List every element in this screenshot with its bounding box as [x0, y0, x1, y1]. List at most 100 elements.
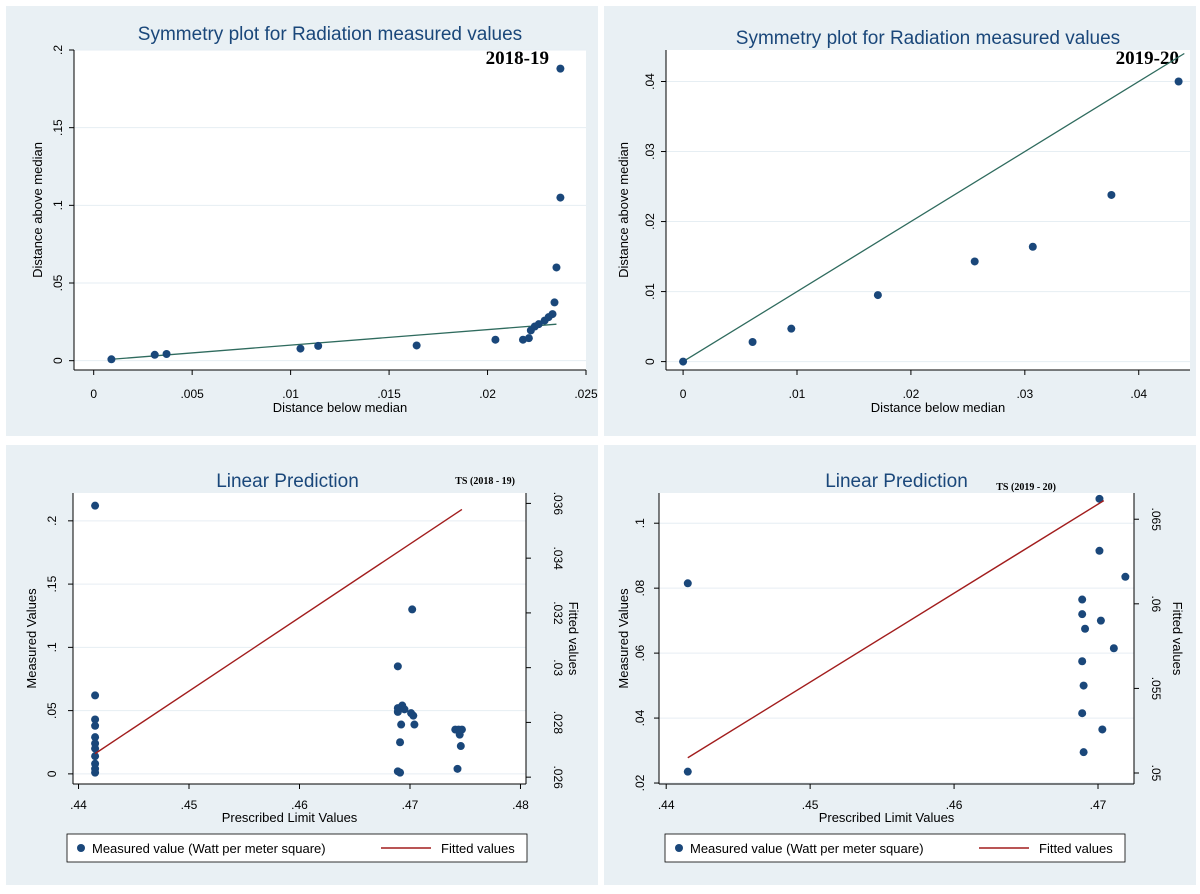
- y2-tick-label: .028: [551, 711, 565, 735]
- data-point: [787, 324, 796, 333]
- x-tick-label: .44: [70, 798, 87, 812]
- x-tick-label: 0: [90, 387, 97, 401]
- legend-label-fitted: Fitted values: [441, 841, 515, 856]
- data-point: [410, 720, 419, 729]
- y-tick-label: .03: [643, 143, 657, 160]
- data-point: [314, 341, 323, 350]
- data-point: [524, 334, 533, 343]
- data-point: [683, 579, 692, 588]
- plot-region: [73, 493, 526, 784]
- plot-region: [74, 50, 586, 370]
- y-tick-label: .1: [51, 200, 65, 210]
- fitted-line: [94, 508, 463, 755]
- chart-title: Linear Prediction: [216, 471, 359, 492]
- data-point: [1109, 644, 1118, 653]
- data-point: [91, 744, 100, 753]
- data-point: [1078, 657, 1087, 666]
- data-point: [393, 662, 402, 671]
- y-axis-label: Measured Values: [24, 588, 39, 689]
- y-tick-label: .15: [45, 575, 59, 592]
- x-tick-label: .03: [1016, 387, 1033, 401]
- data-point: [970, 257, 979, 266]
- y2-tick-label: .026: [551, 765, 565, 789]
- x-tick-label: .44: [658, 798, 675, 812]
- x-tick-label: .015: [377, 387, 401, 401]
- x-tick-label: .45: [802, 798, 819, 812]
- symmetry-plot-2018-19: 0 .005 .01 .015 .02 .025 0 .05 .1 .15 .2 Symmetry p…: [6, 6, 598, 436]
- symmetry-plot-2019-20: 0 .01 .02 .03 .04 0 .01 .02 .03 .04 Symmetry plot …: [604, 6, 1196, 436]
- legend-label-fitted: Fitted values: [1039, 841, 1113, 856]
- y-tick-label: .02: [643, 213, 657, 230]
- data-point: [748, 337, 757, 346]
- data-point: [1096, 616, 1105, 625]
- y-tick-label: .2: [51, 45, 65, 55]
- data-point: [150, 350, 159, 359]
- y-tick-label: .1: [45, 642, 59, 652]
- data-point: [455, 730, 464, 739]
- data-point: [1174, 77, 1183, 86]
- x-tick-label: .47: [402, 798, 419, 812]
- data-point: [1095, 546, 1104, 555]
- y-tick-label: 0: [643, 358, 657, 365]
- data-point: [556, 193, 565, 202]
- chart-tag: 2019-20: [1116, 48, 1179, 69]
- data-point: [296, 344, 305, 353]
- chart-title: Symmetry plot for Radiation measured val…: [736, 28, 1120, 49]
- x-tick-label: .01: [282, 387, 299, 401]
- legend-box: [66, 833, 528, 863]
- data-point: [412, 341, 421, 350]
- data-point: [408, 605, 417, 614]
- legend-label-measured: Measured value (Watt per meter square): [92, 841, 326, 856]
- y-tick-label: .08: [633, 579, 647, 596]
- legend-marker: [77, 844, 85, 852]
- data-point: [534, 320, 543, 329]
- y-tick-label: .1: [633, 518, 647, 528]
- data-point: [91, 691, 100, 700]
- data-point: [397, 720, 406, 729]
- chart-title: Symmetry plot for Radiation measured val…: [138, 24, 522, 45]
- x-tick-label: .45: [181, 798, 198, 812]
- x-axis-label: Distance below median: [871, 400, 1005, 415]
- y-tick-label: .15: [51, 119, 65, 136]
- x-tick-label: .02: [479, 387, 496, 401]
- x-axis-label: Prescribed Limit Values: [819, 810, 955, 825]
- data-point: [409, 711, 418, 720]
- legend-box: [664, 833, 1126, 863]
- chart-tag: TS (2018 - 19): [455, 476, 515, 487]
- plot-region: [659, 493, 1134, 784]
- y2-tick-label: .055: [1149, 677, 1163, 701]
- y-axis-label: Distance above median: [30, 142, 45, 278]
- reference-line: [111, 323, 557, 360]
- data-point: [1107, 190, 1116, 199]
- data-point: [91, 715, 100, 724]
- x-tick-label: .46: [946, 798, 963, 812]
- y-tick-label: .04: [643, 73, 657, 90]
- y-tick-label: .01: [643, 283, 657, 300]
- y-tick-label: 0: [45, 770, 59, 777]
- y-tick-label: .04: [633, 709, 647, 726]
- x-axis-label: Distance below median: [273, 400, 407, 415]
- x-tick-label: .01: [789, 387, 806, 401]
- chart-tag: 2018-19: [486, 48, 549, 69]
- y-tick-label: .06: [633, 644, 647, 661]
- chart-tag: TS (2019 - 20): [996, 482, 1056, 493]
- y-axis-label: Measured Values: [616, 588, 631, 689]
- data-point: [548, 310, 557, 319]
- data-point: [91, 733, 100, 742]
- data-point: [1098, 725, 1107, 734]
- y2-tick-label: .032: [551, 601, 565, 625]
- y2-tick-label: .03: [551, 659, 565, 676]
- x-tick-label: .48: [512, 798, 529, 812]
- data-point: [873, 291, 882, 300]
- x-tick-label: 0: [680, 387, 687, 401]
- y2-tick-label: .034: [551, 546, 565, 570]
- linear-prediction-2018-19: .44 .45 .46 .47 .48 0 .05 .1 .15 .2 .026 .028 .03 .03…: [6, 445, 598, 885]
- y-tick-label: .02: [633, 774, 647, 791]
- y-tick-label: .05: [51, 274, 65, 291]
- y2-tick-label: .036: [551, 492, 565, 516]
- x-tick-label: .04: [1130, 387, 1147, 401]
- data-point: [393, 707, 402, 716]
- data-point: [91, 768, 100, 777]
- y-tick-label: .2: [45, 516, 59, 526]
- fitted-line: [687, 500, 1105, 759]
